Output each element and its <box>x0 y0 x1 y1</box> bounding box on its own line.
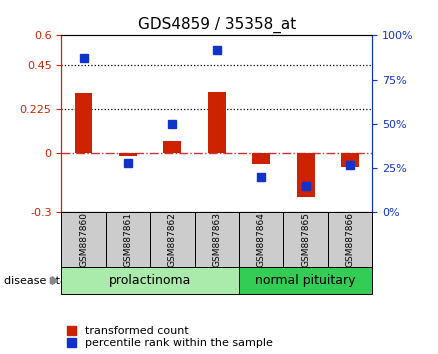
Text: GSM887865: GSM887865 <box>301 212 310 267</box>
Bar <box>208 92 226 153</box>
Text: GSM887864: GSM887864 <box>257 212 266 267</box>
Text: normal pituitary: normal pituitary <box>255 274 356 287</box>
Title: GDS4859 / 35358_at: GDS4859 / 35358_at <box>138 16 296 33</box>
Text: GSM887866: GSM887866 <box>346 212 355 267</box>
Legend: transformed count, percentile rank within the sample: transformed count, percentile rank withi… <box>67 326 272 348</box>
Text: GSM887861: GSM887861 <box>124 212 132 267</box>
Text: GSM887863: GSM887863 <box>212 212 221 267</box>
Bar <box>163 141 181 153</box>
Bar <box>341 153 359 167</box>
Bar <box>119 153 137 156</box>
Bar <box>74 93 92 153</box>
Text: GSM887862: GSM887862 <box>168 212 177 267</box>
Bar <box>252 153 270 164</box>
Text: prolactinoma: prolactinoma <box>109 274 191 287</box>
Bar <box>297 153 314 197</box>
Text: disease state: disease state <box>4 275 78 286</box>
Text: GSM887860: GSM887860 <box>79 212 88 267</box>
